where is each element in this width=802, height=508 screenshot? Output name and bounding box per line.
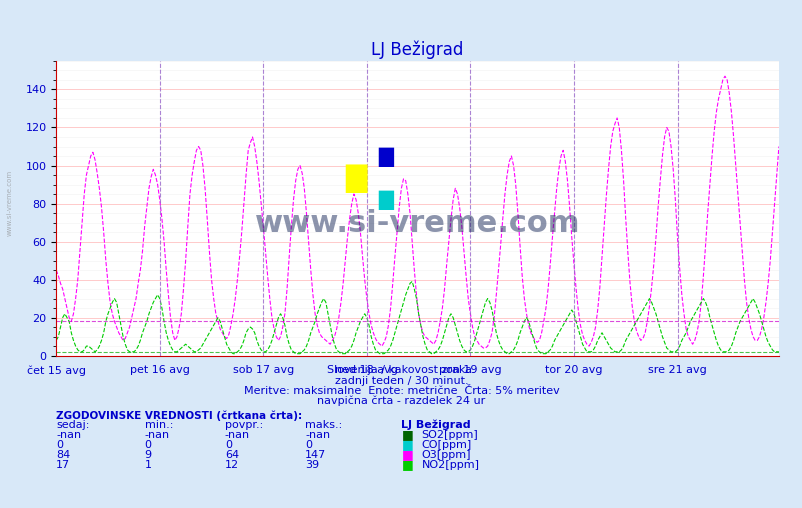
Text: 147: 147 [305, 450, 326, 460]
Text: www.si-vreme.com: www.si-vreme.com [254, 208, 580, 238]
Text: ZGODOVINSKE VREDNOSTI (črtkana črta):: ZGODOVINSKE VREDNOSTI (črtkana črta): [56, 410, 302, 421]
Text: 64: 64 [225, 450, 239, 460]
Text: 17: 17 [56, 460, 71, 470]
Text: ■: ■ [401, 428, 413, 441]
Text: 0: 0 [144, 440, 152, 450]
Text: -nan: -nan [144, 430, 169, 440]
Text: 39: 39 [305, 460, 319, 470]
Text: Slovenija / kakovost zraka.: Slovenija / kakovost zraka. [326, 365, 476, 375]
Text: O3[ppm]: O3[ppm] [421, 450, 471, 460]
Text: █: █ [377, 190, 392, 210]
Text: zadnji teden / 30 minut.: zadnji teden / 30 minut. [334, 375, 468, 386]
Text: -nan: -nan [305, 430, 330, 440]
Text: SO2[ppm]: SO2[ppm] [421, 430, 478, 440]
Text: █: █ [345, 165, 367, 193]
Text: ■: ■ [401, 458, 413, 471]
Text: -nan: -nan [225, 430, 249, 440]
Text: 1: 1 [144, 460, 152, 470]
Text: 0: 0 [305, 440, 312, 450]
Text: 84: 84 [56, 450, 71, 460]
Text: ■: ■ [401, 448, 413, 461]
Text: Meritve: maksimalne  Enote: metrične  Črta: 5% meritev: Meritve: maksimalne Enote: metrične Črta… [243, 386, 559, 396]
Text: 12: 12 [225, 460, 239, 470]
Text: 0: 0 [56, 440, 63, 450]
Text: min.:: min.: [144, 420, 172, 430]
Text: LJ Bežigrad: LJ Bežigrad [401, 419, 471, 430]
Text: 0: 0 [225, 440, 232, 450]
Text: NO2[ppm]: NO2[ppm] [421, 460, 479, 470]
Title: LJ Bežigrad: LJ Bežigrad [371, 41, 464, 59]
Text: ■: ■ [401, 438, 413, 451]
Text: CO[ppm]: CO[ppm] [421, 440, 472, 450]
Text: navpična črta - razdelek 24 ur: navpična črta - razdelek 24 ur [317, 395, 485, 406]
Text: 9: 9 [144, 450, 152, 460]
Text: maks.:: maks.: [305, 420, 342, 430]
Text: povpr.:: povpr.: [225, 420, 263, 430]
Text: █: █ [377, 148, 392, 167]
Text: -nan: -nan [56, 430, 81, 440]
Text: sedaj:: sedaj: [56, 420, 90, 430]
Text: www.si-vreme.com: www.si-vreme.com [6, 170, 13, 236]
